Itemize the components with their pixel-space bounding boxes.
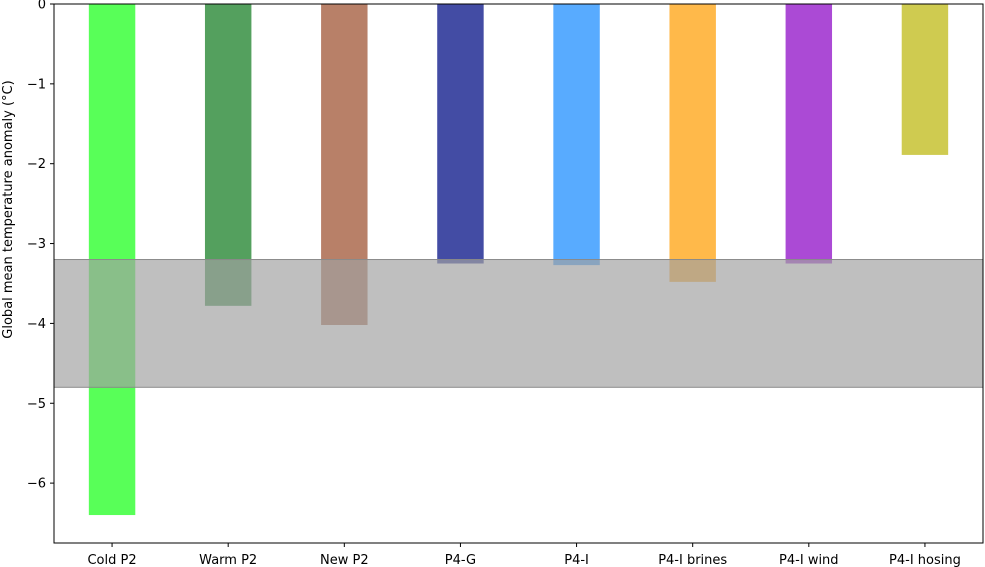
bar-p4-i-wind	[785, 4, 833, 264]
x-tick-label: New P2	[320, 553, 369, 567]
y-tick-label: −6	[27, 477, 46, 492]
plot-frame	[53, 3, 984, 544]
y-tick-label: 0	[38, 0, 46, 13]
bar-p4-i-hosing	[901, 4, 949, 155]
bar-p4-i-brines	[669, 4, 716, 282]
bar-warm-p2	[204, 4, 252, 306]
x-tick-label: P4-I	[564, 553, 589, 567]
bar-p4-g	[437, 4, 484, 264]
reference-band	[53, 259, 984, 388]
bar-p4-i	[553, 4, 600, 266]
y-tick-label: −2	[27, 157, 46, 172]
x-tick-label: Cold P2	[87, 553, 136, 567]
x-tick-label: P4-G	[445, 553, 476, 567]
y-tick-label: −1	[27, 77, 46, 92]
y-tick-label: −5	[27, 397, 46, 412]
x-tick-label: P4-I brines	[658, 553, 727, 567]
x-tick-label: Warm P2	[199, 553, 257, 567]
x-axis: Cold P2 Warm P2 New P2 P4-G P4-I P4-I brines P…	[87, 543, 961, 567]
y-tick-label: −3	[27, 237, 46, 252]
y-axis-label: Global mean temperature anomaly (°C)	[1, 80, 16, 338]
x-tick-label: P4-I hosing	[889, 553, 961, 567]
y-axis: 0 −1 −2 −3 −4 −5 −6	[27, 0, 54, 492]
y-tick-label: −4	[27, 317, 46, 332]
x-tick-label: P4-I wind	[779, 553, 839, 567]
bars-layer	[88, 4, 949, 516]
